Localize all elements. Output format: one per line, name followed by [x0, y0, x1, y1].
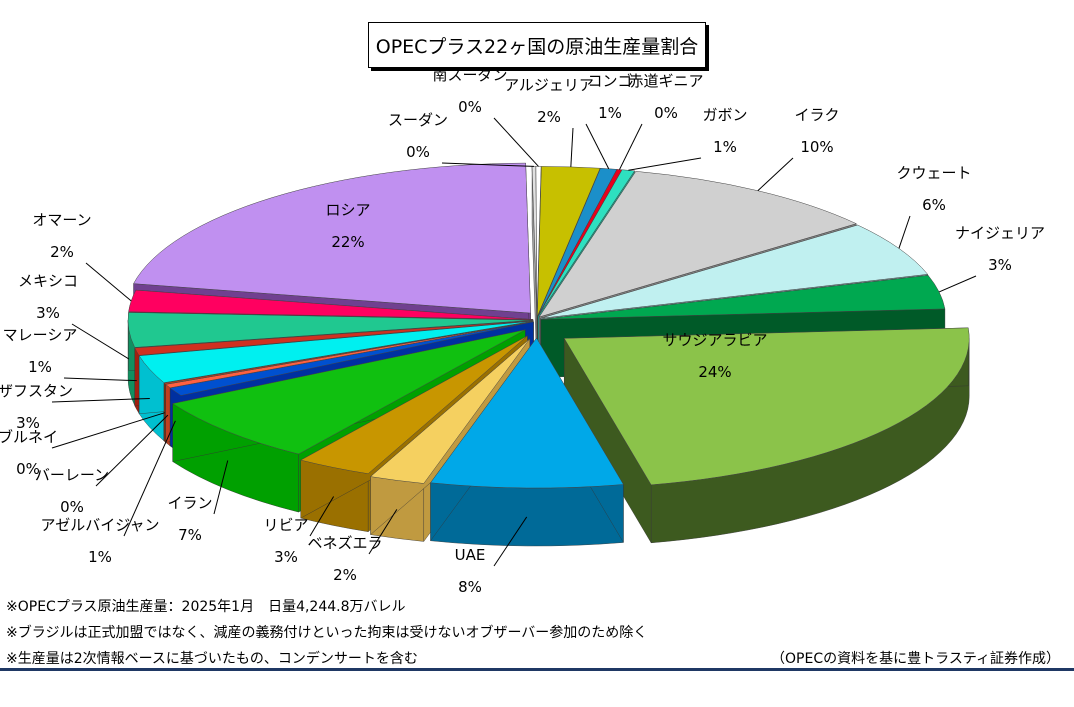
- leader-line-15: [51, 397, 150, 403]
- slice-value-3: 1%: [713, 138, 737, 156]
- slice-value-1: 1%: [598, 104, 622, 122]
- slice-value-17: 3%: [36, 304, 60, 322]
- slice-label-13: バーレーン: [35, 466, 109, 484]
- slice-label-0: アルジェリア: [504, 76, 594, 94]
- slice-value-0: 2%: [537, 108, 561, 126]
- leader-line-3: [628, 157, 702, 171]
- chart-title: OPECプラス22ヶ国の原油生産量割合: [368, 22, 706, 68]
- leader-line-0: [570, 127, 574, 167]
- leader-line-18: [85, 262, 132, 302]
- leader-line-2: [619, 123, 643, 170]
- note-production: ※OPECプラス原油生産量：2025年1月 日量4,244.8万バレル: [6, 599, 406, 615]
- leader-line-10: [309, 496, 335, 537]
- slice-9: [369, 338, 530, 484]
- slice-value-9: 2%: [333, 566, 357, 584]
- slice-14: [163, 321, 534, 385]
- slice-label-11: イラン: [167, 494, 212, 512]
- chart-title-text: OPECプラス22ヶ国の原油生産量割合: [375, 35, 699, 58]
- slice-value-19: 22%: [331, 233, 364, 251]
- slice-label-1: コンゴ: [587, 72, 632, 90]
- leader-line-5: [898, 215, 911, 249]
- slice-label-8: UAE: [455, 546, 486, 564]
- leader-line-9: [368, 509, 398, 555]
- leader-line-8: [493, 516, 528, 567]
- slice-value-4: 10%: [800, 138, 833, 156]
- slice-8: [430, 337, 624, 489]
- slice-value-12: 1%: [88, 548, 112, 566]
- slice-value-20: 0%: [406, 143, 430, 161]
- slice-19: [133, 162, 531, 314]
- slice-7: [563, 327, 970, 486]
- slice-value-21: 0%: [458, 98, 482, 116]
- slice-17: [127, 312, 534, 348]
- slice-label-6: ナイジェリア: [955, 224, 1045, 242]
- slice-16: [134, 320, 534, 356]
- slice-value-10: 3%: [274, 548, 298, 566]
- slice-4: [538, 171, 857, 318]
- slice-label-17: メキシコ: [18, 272, 78, 290]
- slice-label-18: オマーン: [32, 211, 91, 229]
- slice-value-16: 1%: [28, 358, 52, 376]
- pie-labels: アルジェリア 2% コンゴ 1% 赤道ギニア 0% ガボン 1% イラク 10% クウェート 6% ナイ…: [0, 66, 1045, 596]
- slice-value-6: 3%: [988, 256, 1012, 274]
- leader-line-6: [938, 275, 977, 293]
- slice-10: [300, 335, 528, 474]
- slice-value-13: 0%: [60, 498, 84, 516]
- slice-label-4: イラク: [794, 106, 839, 124]
- pie-chart: アルジェリア 2% コンゴ 1% 赤道ギニア 0% ガボン 1% イラク 10% クウェート 6% ナイ…: [0, 66, 1045, 596]
- source-note: （OPECの資料を基に豊トラスティ証券作成）: [771, 651, 1060, 667]
- slice-value-15: 3%: [16, 414, 40, 432]
- slice-label-5: クウェート: [896, 164, 971, 182]
- slice-value-2: 0%: [654, 104, 678, 122]
- slice-label-16: マレーシア: [3, 326, 78, 344]
- slice-value-11: 7%: [178, 526, 202, 544]
- leader-line-17: [71, 323, 130, 360]
- slice-value-7: 24%: [698, 363, 731, 381]
- slice-label-2: 赤道ギニア: [628, 72, 703, 90]
- slice-label-20: スーダン: [388, 111, 448, 129]
- leader-line-4: [757, 157, 794, 192]
- slice-value-5: 6%: [922, 196, 946, 214]
- leader-line-13: [95, 414, 169, 487]
- slice-label-9: ベネズエラ: [307, 534, 382, 552]
- slice-value-14: 0%: [16, 460, 40, 478]
- note-condensate: ※生産量は2次情報ベースに基づいたもの、コンデンサートを含む: [6, 651, 418, 667]
- slice-value-18: 2%: [50, 243, 74, 261]
- slice-0: [537, 166, 601, 317]
- slice-label-21: 南スーダン: [432, 66, 507, 84]
- slice-label-15: カザフスタン: [0, 382, 73, 400]
- footer-line: [0, 668, 1074, 671]
- slice-label-3: ガボン: [702, 106, 747, 124]
- slice-label-14: ブルネイ: [0, 428, 58, 446]
- slice-15: [138, 320, 534, 383]
- slice-label-10: リビア: [263, 516, 308, 534]
- note-brazil: ※ブラジルは正式加盟ではなく、減産の義務付けといった拘束は受けないオブザーバー参…: [6, 625, 648, 641]
- slice-value-8: 8%: [458, 578, 482, 596]
- leader-line-20: [441, 162, 534, 167]
- leader-line-12: [123, 420, 176, 537]
- leader-line-11: [213, 460, 229, 515]
- leader-line-1: [585, 123, 610, 170]
- slice-11: [172, 329, 526, 455]
- leader-line-16: [63, 377, 137, 382]
- leader-line-21: [493, 117, 539, 167]
- slice-label-12: アゼルバイジャン: [41, 516, 160, 534]
- slice-label-7: サウジアラビア: [662, 331, 767, 349]
- slice-label-19: ロシア: [325, 201, 370, 219]
- slice-18: [128, 289, 534, 320]
- leader-line-14: [51, 412, 165, 449]
- slice-21: [535, 166, 542, 317]
- pie-tops: [127, 162, 970, 489]
